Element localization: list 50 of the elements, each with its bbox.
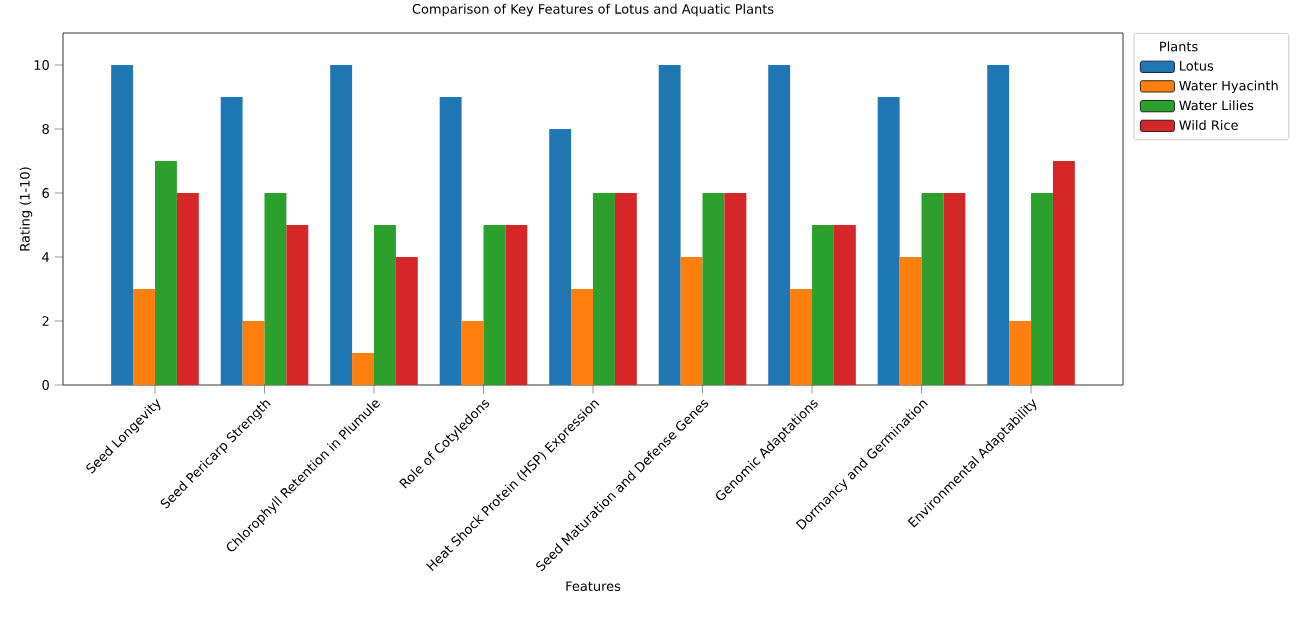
y-tick-label: 6	[42, 188, 49, 198]
bar	[439, 97, 462, 385]
bar	[549, 129, 572, 385]
y-tick-label: 4	[42, 252, 50, 262]
bar	[220, 97, 243, 385]
y-tick-label: 2	[42, 316, 49, 326]
bar	[374, 225, 396, 385]
bar	[242, 321, 265, 385]
y-tick-label: 0	[42, 380, 49, 390]
bar	[833, 225, 856, 385]
x-axis-title: Features	[566, 581, 621, 592]
bar	[593, 193, 615, 385]
y-tick-label: 10	[34, 60, 49, 70]
bar	[724, 193, 747, 385]
bar	[352, 353, 374, 385]
bar	[680, 257, 703, 385]
bar	[461, 321, 484, 385]
legend-label: Water Lilies	[1179, 100, 1254, 111]
y-axis-title: Rating (1-10)	[19, 167, 33, 251]
bar	[1052, 161, 1075, 385]
bar	[812, 225, 834, 385]
bar	[133, 289, 155, 385]
bar	[1009, 321, 1032, 385]
bar	[264, 193, 287, 385]
bar	[395, 257, 418, 385]
chart-title: Comparison of Key Features of Lotus and Aquatic Plants	[412, 3, 774, 17]
bar	[768, 65, 791, 385]
y-tick-label: 8	[42, 124, 49, 134]
legend-label: Wild Rice	[1179, 119, 1238, 131]
legend-label: Water Hyacinth	[1179, 80, 1278, 93]
bar	[921, 193, 944, 385]
bar	[286, 225, 309, 385]
bar	[614, 193, 637, 385]
bar	[571, 289, 594, 385]
bar	[899, 257, 922, 385]
bar	[987, 65, 1010, 385]
bar	[702, 193, 725, 385]
bar	[877, 97, 900, 385]
bar	[658, 65, 681, 385]
bar	[790, 289, 813, 385]
bar	[1031, 193, 1053, 385]
bar	[483, 225, 506, 385]
bar	[111, 65, 134, 385]
bar	[330, 65, 353, 385]
legend-title: Plants	[1160, 41, 1198, 52]
legend-label: Lotus	[1180, 61, 1214, 71]
bar	[505, 225, 528, 385]
bar	[943, 193, 966, 385]
bar	[176, 193, 199, 385]
bar	[154, 161, 177, 385]
